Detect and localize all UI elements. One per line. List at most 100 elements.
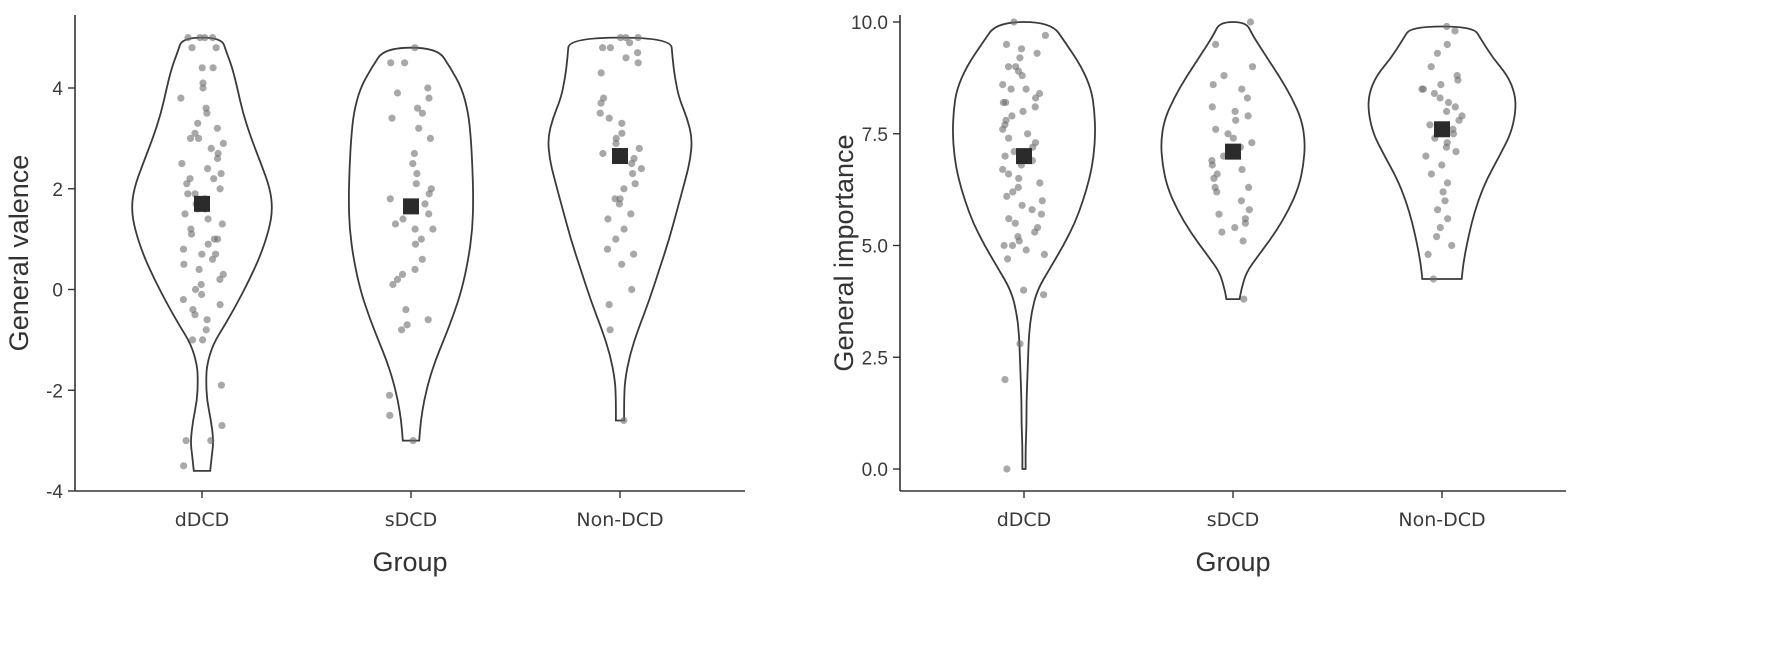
data-point	[199, 84, 207, 92]
data-point	[620, 185, 628, 193]
data-point	[635, 144, 643, 152]
data-point	[197, 280, 205, 289]
x-category-label: sDCD	[1207, 509, 1259, 531]
data-point	[628, 160, 636, 168]
y-tick-label: -4	[46, 482, 63, 503]
data-point	[214, 235, 222, 243]
data-point	[1436, 94, 1444, 102]
data-point	[1418, 85, 1426, 93]
data-point	[605, 114, 613, 122]
data-point	[1443, 22, 1451, 31]
data-point	[386, 411, 394, 419]
data-point	[618, 129, 626, 137]
violin-group-sDCD	[348, 44, 474, 445]
data-point	[403, 321, 411, 329]
violin-dDCD	[952, 21, 1096, 470]
y-tick-label: 10.0	[851, 13, 888, 34]
data-point	[425, 210, 433, 218]
x-axis-title: Group	[1195, 547, 1270, 577]
data-point	[1441, 197, 1449, 205]
data-point	[1011, 219, 1019, 227]
data-point	[216, 275, 224, 283]
y-tick-label: 4	[52, 79, 63, 100]
data-point	[999, 125, 1007, 133]
data-point	[1210, 174, 1218, 182]
data-point	[1001, 376, 1009, 384]
x-category-label: Non-DCD	[1398, 509, 1485, 531]
data-point	[603, 245, 612, 253]
data-point	[207, 144, 215, 152]
data-point	[1442, 143, 1450, 151]
data-point	[199, 336, 207, 344]
data-point	[1015, 174, 1023, 182]
data-point	[209, 34, 217, 42]
data-point	[177, 94, 185, 102]
data-point	[1005, 134, 1013, 142]
data-point	[1429, 275, 1437, 283]
data-point	[1444, 98, 1453, 107]
data-point	[218, 421, 226, 430]
data-point	[1241, 219, 1249, 227]
data-point	[210, 175, 218, 183]
data-point	[398, 270, 407, 278]
data-point	[1020, 286, 1028, 294]
data-point	[1220, 72, 1228, 80]
data-point	[204, 215, 212, 223]
data-point	[1427, 170, 1435, 178]
data-point	[207, 437, 215, 445]
data-point	[198, 250, 206, 258]
data-point	[1031, 103, 1039, 111]
mean-marker-dDCD	[1016, 148, 1032, 165]
data-point	[180, 462, 188, 470]
data-point	[425, 94, 433, 102]
data-point	[1215, 210, 1223, 218]
data-point	[1424, 250, 1432, 258]
data-point	[402, 306, 410, 314]
data-point	[1237, 197, 1245, 205]
data-point	[1443, 179, 1452, 187]
data-point	[1041, 31, 1049, 39]
data-point	[1037, 210, 1045, 218]
data-point	[196, 34, 204, 42]
data-point	[179, 296, 187, 304]
data-point	[1245, 206, 1253, 214]
data-point	[629, 170, 637, 178]
data-point	[393, 275, 402, 283]
data-point	[208, 255, 217, 263]
mean-marker-sDCD	[1225, 143, 1241, 160]
data-point	[411, 265, 419, 273]
data-point	[622, 34, 630, 42]
data-point	[1209, 81, 1217, 89]
data-point	[1000, 241, 1008, 250]
data-point	[597, 69, 605, 77]
x-category-label: dDCD	[997, 509, 1052, 531]
data-point	[217, 170, 225, 178]
data-point	[426, 134, 434, 142]
data-point	[387, 59, 395, 67]
data-point	[1451, 103, 1459, 111]
data-point	[634, 34, 642, 42]
mean-marker-Non-DCD	[612, 148, 628, 165]
data-point	[1014, 183, 1022, 191]
data-point	[186, 134, 195, 142]
data-point	[386, 195, 394, 203]
mean-marker-dDCD	[194, 195, 210, 212]
data-point	[213, 154, 222, 163]
data-point	[198, 290, 206, 299]
data-point	[1038, 197, 1046, 205]
data-point	[628, 285, 636, 294]
data-point	[213, 124, 221, 132]
data-point	[1022, 85, 1030, 93]
data-point	[425, 190, 433, 198]
data-point	[1444, 215, 1452, 223]
data-point	[1005, 170, 1013, 178]
data-point	[1248, 63, 1257, 71]
data-point	[182, 437, 190, 445]
data-point	[413, 170, 421, 178]
x-category-label: dDCD	[175, 509, 230, 531]
data-point	[217, 381, 225, 389]
data-point	[410, 149, 418, 158]
data-point	[391, 220, 400, 228]
data-point	[1032, 94, 1040, 102]
data-point	[411, 44, 419, 52]
